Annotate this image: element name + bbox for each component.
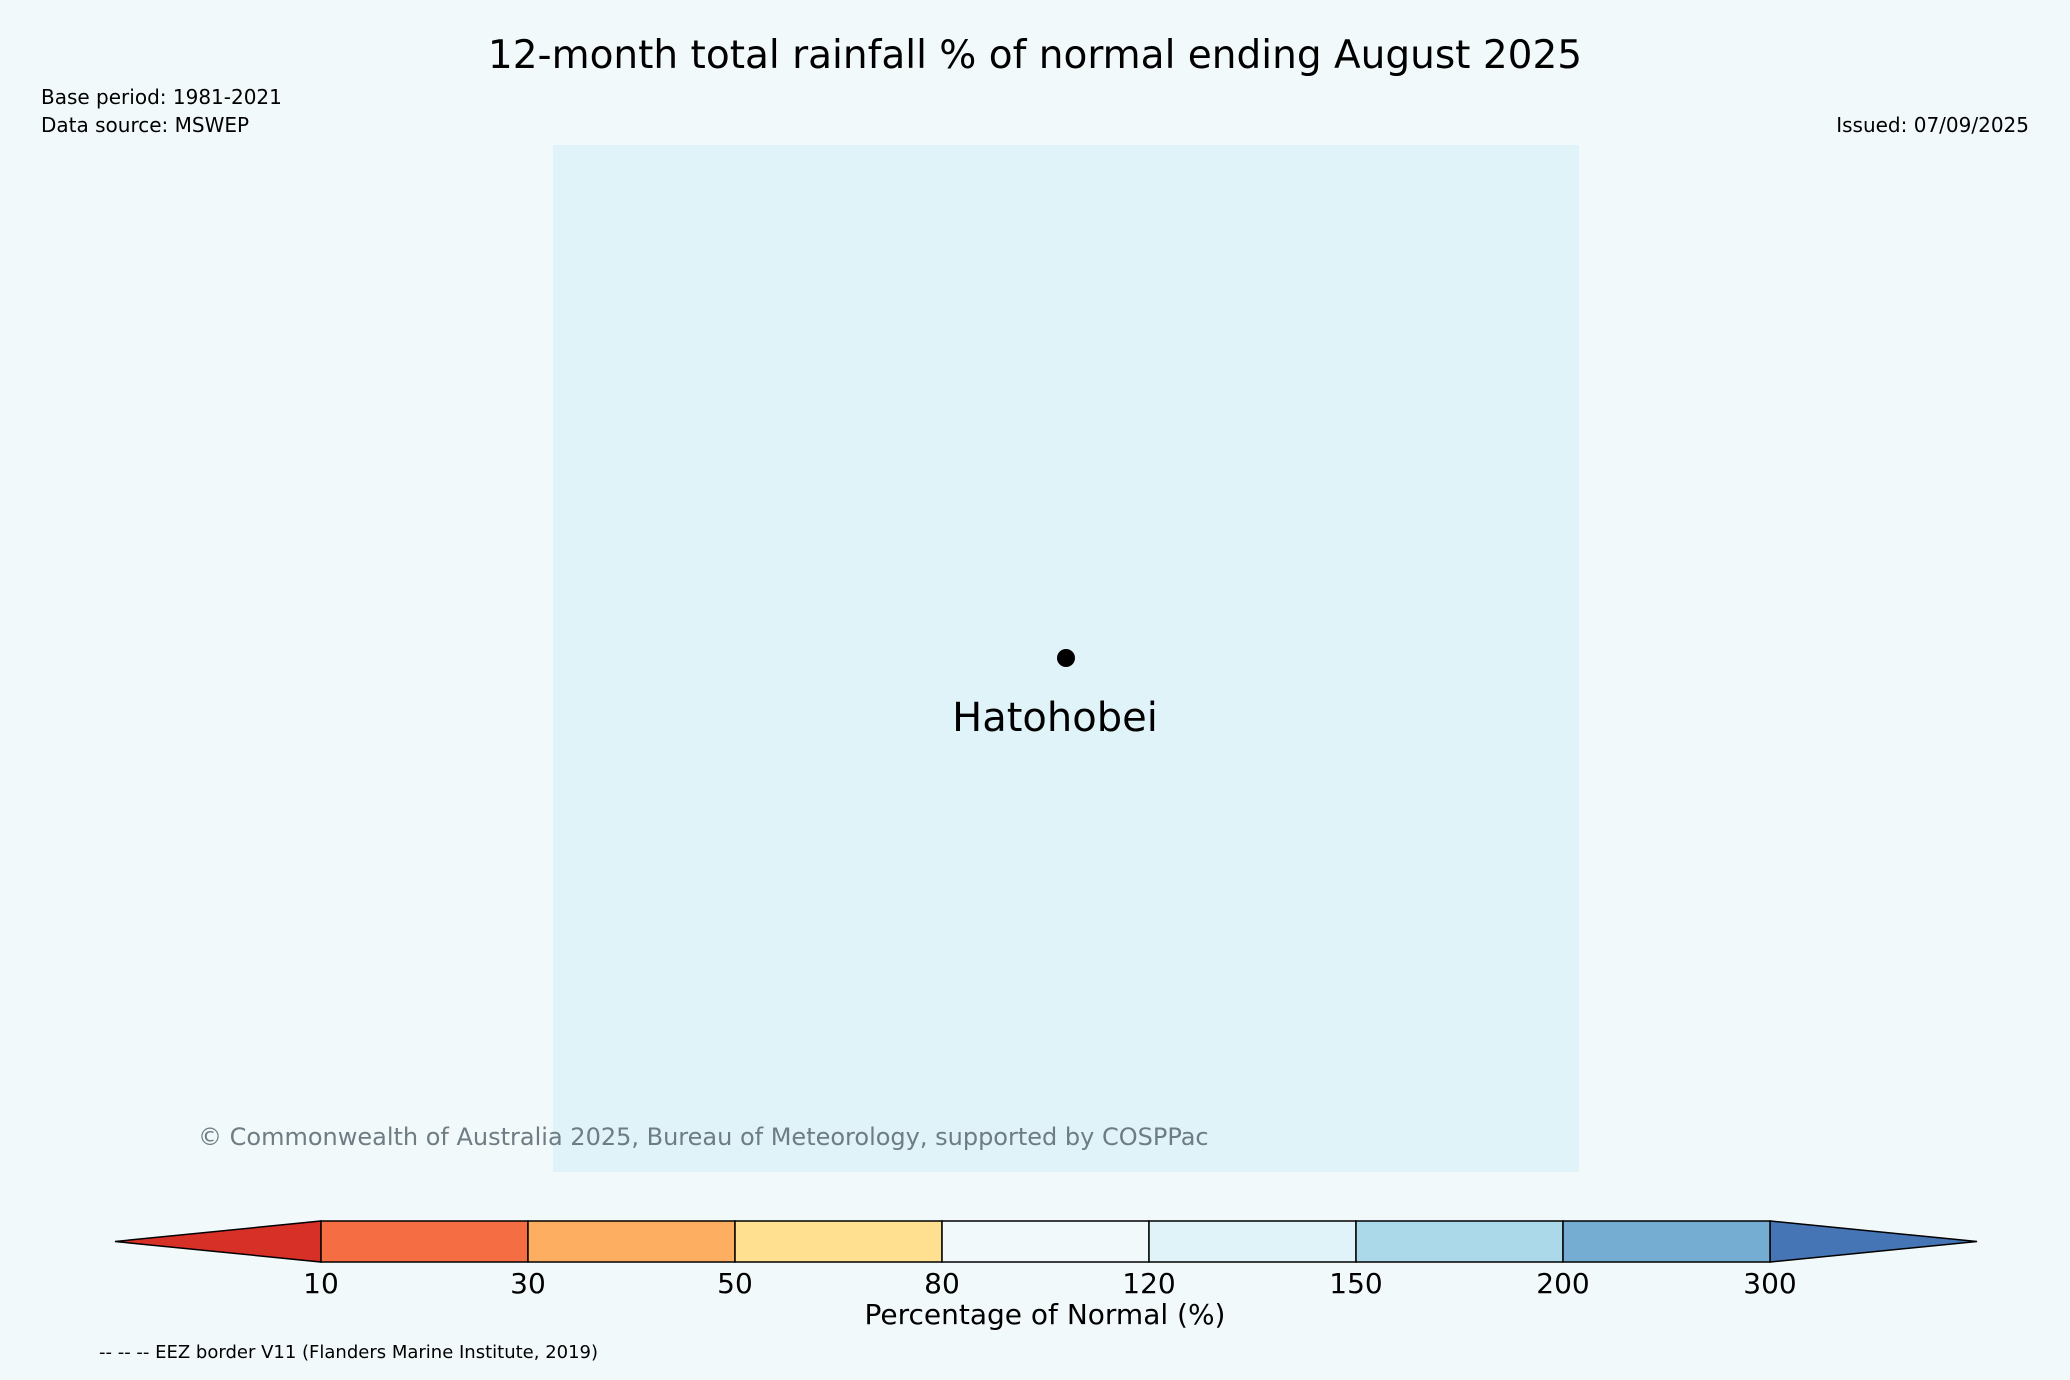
colorbar-tick-label: 300 bbox=[1743, 1267, 1796, 1300]
colorbar-segment bbox=[527, 1220, 736, 1263]
copyright-notice: © Commonwealth of Australia 2025, Bureau… bbox=[198, 1123, 1209, 1151]
colorbar-segment bbox=[1562, 1220, 1771, 1263]
colorbar-segment bbox=[1148, 1220, 1357, 1263]
colorbar-tick-label: 50 bbox=[717, 1267, 753, 1300]
colorbar-tick-label: 120 bbox=[1122, 1267, 1175, 1300]
colorbar-segment bbox=[1355, 1220, 1564, 1263]
data-source: Data source: MSWEP bbox=[41, 113, 250, 137]
place-label: Hatohobei bbox=[952, 695, 1158, 741]
colorbar-segment bbox=[734, 1220, 943, 1263]
colorbar-segment bbox=[941, 1220, 1150, 1263]
colorbar-segment bbox=[320, 1220, 529, 1263]
colorbar-tick-label: 200 bbox=[1536, 1267, 1589, 1300]
map-title: 12-month total rainfall % of normal endi… bbox=[487, 33, 1583, 78]
colorbar-tick-label: 150 bbox=[1329, 1267, 1382, 1300]
colorbar-tick-label: 80 bbox=[924, 1267, 960, 1300]
colorbar-low-extend bbox=[114, 1220, 322, 1263]
eez-footnote: -- -- -- EEZ border V11 (Flanders Marine… bbox=[99, 1342, 599, 1363]
colorbar-tick-label: 30 bbox=[510, 1267, 546, 1300]
colorbar-high-extend bbox=[1769, 1220, 1978, 1263]
colorbar-tick-label: 10 bbox=[303, 1267, 339, 1300]
issued-date: Issued: 07/09/2025 bbox=[1836, 113, 2029, 137]
base-period: Base period: 1981-2021 bbox=[41, 85, 282, 109]
place-marker[interactable] bbox=[1057, 649, 1075, 667]
colorbar-label: Percentage of Normal (%) bbox=[864, 1298, 1226, 1331]
meta-left: Base period: 1981-2021 Data source: MSWE… bbox=[41, 83, 282, 139]
